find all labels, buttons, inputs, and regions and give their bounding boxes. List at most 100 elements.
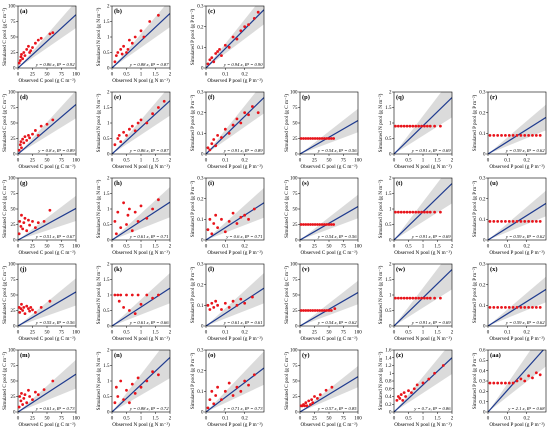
data-point (405, 124, 409, 128)
data-point (428, 210, 432, 214)
panel-w: 0 0.5 1 1.5 2 0 0.5 1 1.5 2 (w) y = 0.91 x, R² = 0.… (377, 263, 454, 342)
x-axis-label: Observed N pool (g N m⁻²) (394, 163, 452, 170)
data-point (325, 223, 329, 226)
data-point (239, 297, 243, 301)
panel-p: 0 25 50 75 100 0 25 50 75 100 (p) y = 0.54 x, R² = … (283, 91, 362, 170)
y-tick-label: 2 (389, 91, 392, 96)
data-point (500, 306, 503, 309)
y-tick-label: 0 (483, 325, 486, 330)
data-point (216, 134, 220, 137)
data-point (235, 37, 239, 41)
y-tick-label: 0.6 (479, 349, 486, 354)
x-tick-label: 0.2 (242, 245, 249, 250)
data-point (34, 41, 37, 45)
y-tick-label: 0.2 (479, 390, 486, 395)
confidence-band (394, 264, 452, 326)
y-tick-label: 25 (293, 223, 299, 228)
data-point (20, 392, 23, 395)
data-point (231, 211, 235, 215)
data-point (220, 136, 223, 139)
data-point (21, 227, 25, 231)
data-point (151, 370, 155, 374)
data-point (316, 137, 319, 140)
y-tick-label: 1.5 (103, 20, 110, 25)
confidence-band (18, 359, 76, 412)
y-tick-label: 0.2 (479, 111, 486, 116)
panel-title: (s) (302, 180, 309, 187)
data-point (51, 118, 55, 122)
data-point (34, 310, 37, 314)
x-tick-label: 0.5 (405, 245, 412, 250)
x-tick-label: 0.5 (123, 245, 130, 250)
panel-title: (z) (396, 352, 403, 359)
data-point (220, 54, 223, 57)
panel-q: 0 0.5 1 1.5 2 0 0.5 1 1.5 2 (q) y = 0.91 x, R² = 0.… (377, 91, 454, 170)
data-point (133, 392, 137, 395)
data-point (208, 58, 212, 62)
data-point (148, 20, 152, 23)
data-point (313, 137, 317, 140)
data-point (210, 301, 214, 305)
x-tick-label: 100 (72, 417, 80, 422)
x-tick-label: 75 (59, 159, 65, 164)
x-tick-label: 0 (487, 331, 490, 336)
data-point (306, 223, 310, 226)
data-point (414, 124, 418, 128)
confidence-band (300, 108, 358, 154)
regression-line (112, 13, 170, 68)
y-tick-label: 0.3 (197, 177, 204, 182)
plot-frame (205, 5, 265, 69)
data-point (151, 207, 155, 211)
data-point (433, 371, 436, 375)
y-tick-label: 25 (11, 137, 17, 142)
y-tick-label: 0.5 (385, 309, 392, 314)
x-tick-label: 100 (354, 417, 362, 422)
data-point (206, 228, 210, 232)
data-point (324, 388, 328, 392)
data-point (420, 210, 423, 214)
x-tick-label: 0 (111, 331, 114, 336)
x-tick-label: 0 (111, 417, 114, 422)
data-point (527, 374, 530, 378)
data-point (519, 220, 523, 223)
data-point (500, 134, 503, 137)
confidence-band (112, 92, 170, 154)
x-tick-label: 0 (17, 331, 20, 336)
confidence-band (488, 276, 546, 326)
y-tick-label: 0.4 (385, 395, 392, 400)
x-tick-label: 0.5 (405, 331, 412, 336)
data-point (433, 124, 436, 128)
y-axis-label: Simulated P pool (g P m⁻²) (189, 94, 196, 151)
panel-i: 0 0.1 0.2 0 0.1 0.2 0.3 (i) y = 0.6 x, R² = 0.71… (189, 177, 265, 256)
panel-title: (c) (208, 8, 215, 15)
confidence-band (488, 190, 546, 240)
data-point (122, 306, 125, 309)
data-point (206, 303, 210, 307)
data-point (417, 210, 421, 214)
x-tick-label: 1.5 (152, 417, 159, 422)
data-point (214, 299, 218, 303)
data-point (214, 52, 218, 55)
x-tick-label: 2 (169, 417, 172, 422)
confidence-band (300, 280, 358, 326)
data-point (247, 217, 250, 221)
x-tick-label: 50 (45, 245, 51, 250)
data-point (45, 122, 49, 126)
y-tick-label: 1 (107, 380, 110, 385)
data-point (214, 394, 218, 397)
panel-title: (p) (302, 94, 310, 101)
x-tick-label: 2 (169, 159, 172, 164)
data-point (113, 293, 117, 297)
data-point (327, 309, 331, 312)
panel-h: 0 0.5 1 1.5 2 0 0.5 1 1.5 2 (h) y = 0.61 x, R² = 0.… (95, 177, 172, 256)
panel-g: 0 25 50 75 100 0 25 50 75 100 (g) y = 0.51 x, R² = … (1, 177, 80, 256)
data-point (519, 306, 523, 309)
x-tick-label: 0 (393, 417, 396, 422)
data-point (402, 124, 406, 128)
data-point (408, 124, 412, 128)
data-point (218, 48, 221, 51)
data-point (304, 309, 308, 312)
data-point (210, 142, 214, 146)
data-point (31, 132, 34, 136)
x-tick-label: 1.5 (434, 417, 441, 422)
